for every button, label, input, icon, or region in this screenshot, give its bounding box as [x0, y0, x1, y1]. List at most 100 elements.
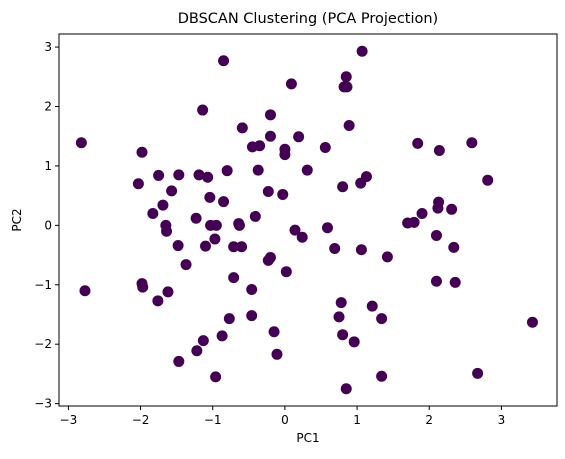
- data-point: [355, 244, 367, 256]
- data-point: [343, 120, 355, 132]
- data-point: [446, 203, 458, 215]
- data-point: [341, 81, 353, 93]
- data-point: [136, 146, 148, 158]
- chart-title: DBSCAN Clustering (PCA Projection): [178, 11, 438, 27]
- data-point: [152, 295, 164, 307]
- data-point: [202, 171, 214, 183]
- data-point: [233, 219, 245, 231]
- data-point: [254, 140, 266, 152]
- data-point: [430, 229, 442, 241]
- data-point: [412, 137, 424, 149]
- data-point: [210, 219, 222, 231]
- x-tick-label: −2: [132, 413, 150, 427]
- axis-ticks: −3 −2 −1 0 1 2 3 −3 −2 −1 0 1 2 3: [34, 40, 505, 427]
- data-point: [246, 284, 258, 296]
- data-point: [210, 371, 222, 383]
- data-point: [360, 171, 372, 183]
- data-point: [75, 137, 87, 149]
- data-point: [200, 240, 212, 252]
- data-point: [293, 131, 305, 143]
- data-point: [236, 122, 248, 134]
- data-point: [366, 300, 378, 312]
- data-point: [271, 348, 283, 360]
- data-point: [190, 212, 202, 224]
- data-point: [301, 164, 313, 176]
- x-tick-label: 3: [498, 413, 506, 427]
- y-tick-label: −2: [34, 337, 52, 351]
- data-point: [262, 185, 274, 197]
- data-point: [166, 185, 178, 197]
- data-point: [246, 310, 258, 322]
- data-point: [204, 191, 216, 203]
- data-point: [356, 45, 368, 57]
- x-tick-label: −3: [60, 413, 78, 427]
- data-point: [264, 109, 276, 121]
- data-point: [472, 367, 484, 379]
- data-point: [416, 207, 428, 219]
- data-point: [173, 355, 185, 367]
- axes-frame: [58, 33, 558, 407]
- data-point: [193, 169, 205, 181]
- data-point: [216, 330, 228, 342]
- data-point: [340, 71, 352, 83]
- y-tick-label: 1: [44, 159, 52, 173]
- data-point: [448, 241, 460, 253]
- data-point: [132, 178, 144, 190]
- data-point: [236, 241, 248, 253]
- data-point: [218, 55, 230, 67]
- y-tick-label: −3: [34, 397, 52, 411]
- data-point: [376, 370, 388, 382]
- data-point: [218, 196, 230, 208]
- data-point: [296, 231, 308, 243]
- data-point: [264, 251, 276, 263]
- data-point: [249, 210, 261, 222]
- data-point: [333, 311, 345, 323]
- data-point: [329, 243, 341, 255]
- data-point: [79, 285, 91, 297]
- data-point: [153, 169, 165, 181]
- data-point: [526, 316, 538, 328]
- data-points: [75, 45, 538, 395]
- data-point: [197, 104, 209, 116]
- y-tick-label: −1: [34, 278, 52, 292]
- data-point: [285, 78, 297, 90]
- data-point: [197, 335, 209, 347]
- data-point: [430, 275, 442, 287]
- data-point: [466, 137, 478, 149]
- data-point: [335, 297, 347, 309]
- data-point: [289, 224, 301, 236]
- data-point: [221, 165, 233, 177]
- data-point: [348, 336, 360, 348]
- x-tick-label: 2: [425, 413, 433, 427]
- data-point: [172, 240, 184, 252]
- x-tick-label: −1: [204, 413, 222, 427]
- data-point: [277, 188, 289, 200]
- x-tick-label: 0: [281, 413, 289, 427]
- y-tick-label: 3: [44, 40, 52, 54]
- data-point: [449, 276, 461, 288]
- data-point: [340, 383, 352, 395]
- data-point: [381, 251, 393, 263]
- x-axis-label: PC1: [296, 431, 319, 445]
- data-point: [433, 144, 445, 156]
- data-point: [252, 164, 264, 176]
- data-point: [228, 241, 240, 253]
- data-point: [268, 326, 280, 338]
- data-point: [173, 169, 185, 181]
- data-point: [147, 207, 159, 219]
- data-point: [279, 143, 291, 155]
- data-point: [376, 313, 388, 325]
- data-point: [337, 329, 349, 341]
- data-point: [264, 130, 276, 142]
- y-axis-label: PC2: [10, 208, 24, 231]
- data-point: [280, 266, 292, 278]
- data-point: [337, 181, 349, 193]
- data-point: [162, 286, 174, 298]
- data-point: [191, 345, 203, 357]
- y-tick-label: 2: [44, 99, 52, 113]
- data-point: [223, 313, 235, 325]
- data-point: [228, 272, 240, 284]
- data-point: [209, 233, 221, 245]
- data-point: [137, 281, 149, 293]
